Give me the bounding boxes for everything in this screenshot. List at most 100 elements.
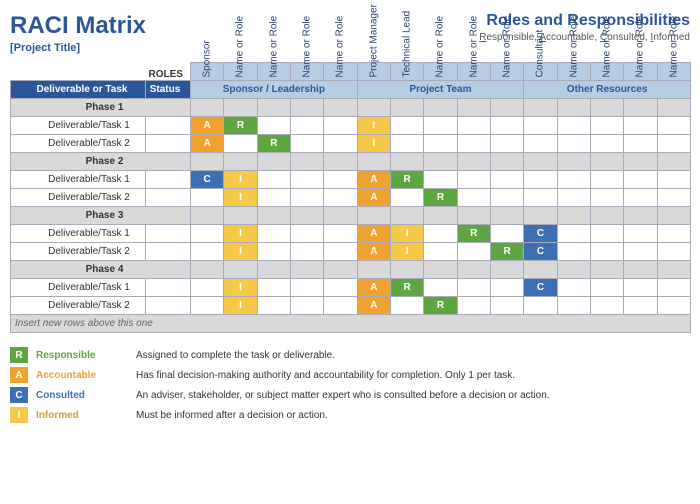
raci-cell[interactable] [290,243,323,261]
raci-cell[interactable] [490,135,523,153]
raci-cell[interactable] [424,117,457,135]
raci-cell[interactable] [424,171,457,189]
raci-cell[interactable] [590,243,623,261]
task-name-cell[interactable]: Deliverable/Task 2 [11,243,146,261]
raci-cell[interactable]: A [357,279,390,297]
raci-cell[interactable] [524,135,557,153]
raci-cell[interactable]: I [357,135,390,153]
raci-cell[interactable] [590,171,623,189]
status-cell[interactable] [146,171,191,189]
raci-cell[interactable] [624,135,657,153]
raci-cell[interactable]: A [357,297,390,315]
status-cell[interactable] [146,135,191,153]
raci-cell[interactable] [390,189,423,207]
raci-cell[interactable] [524,189,557,207]
raci-cell[interactable] [457,117,490,135]
task-name-cell[interactable]: Deliverable/Task 1 [11,117,146,135]
raci-cell[interactable] [324,225,357,243]
raci-cell[interactable] [624,279,657,297]
raci-cell[interactable] [557,297,590,315]
raci-cell[interactable]: R [224,117,257,135]
raci-cell[interactable] [657,171,690,189]
raci-cell[interactable] [657,117,690,135]
raci-cell[interactable] [290,225,323,243]
raci-cell[interactable]: A [357,225,390,243]
raci-cell[interactable] [457,135,490,153]
raci-cell[interactable] [657,279,690,297]
status-cell[interactable] [146,225,191,243]
raci-cell[interactable]: A [191,135,224,153]
raci-cell[interactable] [624,171,657,189]
raci-cell[interactable] [457,171,490,189]
raci-cell[interactable] [490,297,523,315]
raci-cell[interactable] [524,117,557,135]
raci-cell[interactable] [457,297,490,315]
raci-cell[interactable] [257,117,290,135]
raci-cell[interactable] [191,225,224,243]
raci-cell[interactable] [524,171,557,189]
raci-cell[interactable] [324,117,357,135]
raci-cell[interactable] [290,171,323,189]
raci-cell[interactable] [424,279,457,297]
raci-cell[interactable] [457,243,490,261]
task-name-cell[interactable]: Deliverable/Task 2 [11,189,146,207]
raci-cell[interactable] [290,279,323,297]
status-cell[interactable] [146,297,191,315]
status-cell[interactable] [146,189,191,207]
raci-cell[interactable] [257,189,290,207]
raci-cell[interactable] [324,243,357,261]
raci-cell[interactable] [590,279,623,297]
raci-cell[interactable]: R [490,243,523,261]
raci-cell[interactable]: C [524,243,557,261]
status-cell[interactable] [146,243,191,261]
raci-cell[interactable] [590,297,623,315]
raci-cell[interactable] [557,243,590,261]
raci-cell[interactable] [324,135,357,153]
raci-cell[interactable] [490,189,523,207]
status-cell[interactable] [146,117,191,135]
raci-cell[interactable] [624,189,657,207]
raci-cell[interactable] [424,243,457,261]
raci-cell[interactable] [490,279,523,297]
raci-cell[interactable] [590,135,623,153]
raci-cell[interactable] [590,225,623,243]
raci-cell[interactable]: C [524,225,557,243]
raci-cell[interactable] [590,117,623,135]
raci-cell[interactable] [290,117,323,135]
raci-cell[interactable] [191,189,224,207]
raci-cell[interactable]: I [224,279,257,297]
raci-cell[interactable]: I [224,225,257,243]
raci-cell[interactable] [490,117,523,135]
raci-cell[interactable]: R [390,171,423,189]
raci-cell[interactable]: I [224,189,257,207]
raci-cell[interactable] [191,243,224,261]
raci-cell[interactable]: A [191,117,224,135]
raci-cell[interactable] [590,189,623,207]
raci-cell[interactable] [324,297,357,315]
raci-cell[interactable] [257,225,290,243]
task-name-cell[interactable]: Deliverable/Task 2 [11,135,146,153]
raci-cell[interactable] [390,135,423,153]
raci-cell[interactable]: A [357,189,390,207]
raci-cell[interactable] [191,297,224,315]
raci-cell[interactable] [557,171,590,189]
raci-cell[interactable] [624,297,657,315]
raci-cell[interactable]: R [390,279,423,297]
raci-cell[interactable]: I [357,117,390,135]
raci-cell[interactable] [624,243,657,261]
raci-cell[interactable] [624,117,657,135]
raci-cell[interactable]: A [357,243,390,261]
raci-cell[interactable] [557,135,590,153]
task-name-cell[interactable]: Deliverable/Task 1 [11,225,146,243]
task-name-cell[interactable]: Deliverable/Task 1 [11,171,146,189]
raci-cell[interactable] [324,279,357,297]
raci-cell[interactable] [257,243,290,261]
raci-cell[interactable] [457,279,490,297]
raci-cell[interactable]: R [424,189,457,207]
raci-cell[interactable]: R [457,225,490,243]
raci-cell[interactable]: C [191,171,224,189]
raci-cell[interactable] [224,135,257,153]
raci-cell[interactable] [324,171,357,189]
task-name-cell[interactable]: Deliverable/Task 1 [11,279,146,297]
raci-cell[interactable] [290,189,323,207]
